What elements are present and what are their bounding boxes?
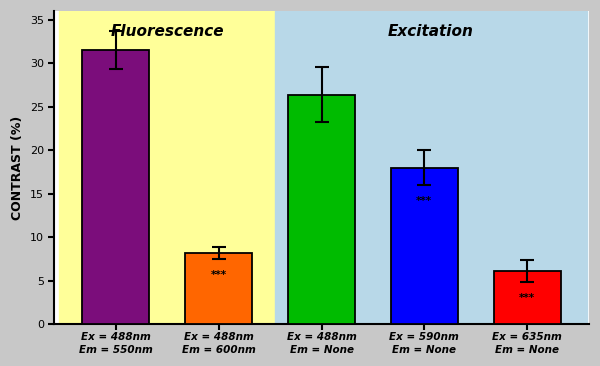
Bar bbox=[82, 50, 149, 324]
Bar bbox=[185, 253, 252, 324]
Y-axis label: CONTRAST (%): CONTRAST (%) bbox=[11, 116, 24, 220]
Text: Fluorescence: Fluorescence bbox=[110, 24, 224, 39]
Bar bbox=[494, 271, 560, 324]
Bar bbox=[275, 11, 587, 324]
Text: ***: *** bbox=[211, 270, 227, 280]
Bar bbox=[288, 94, 355, 324]
Text: ***: *** bbox=[416, 196, 433, 206]
Text: ***: *** bbox=[519, 293, 535, 303]
Text: Excitation: Excitation bbox=[388, 24, 474, 39]
Bar bbox=[59, 11, 275, 324]
Bar bbox=[391, 168, 458, 324]
